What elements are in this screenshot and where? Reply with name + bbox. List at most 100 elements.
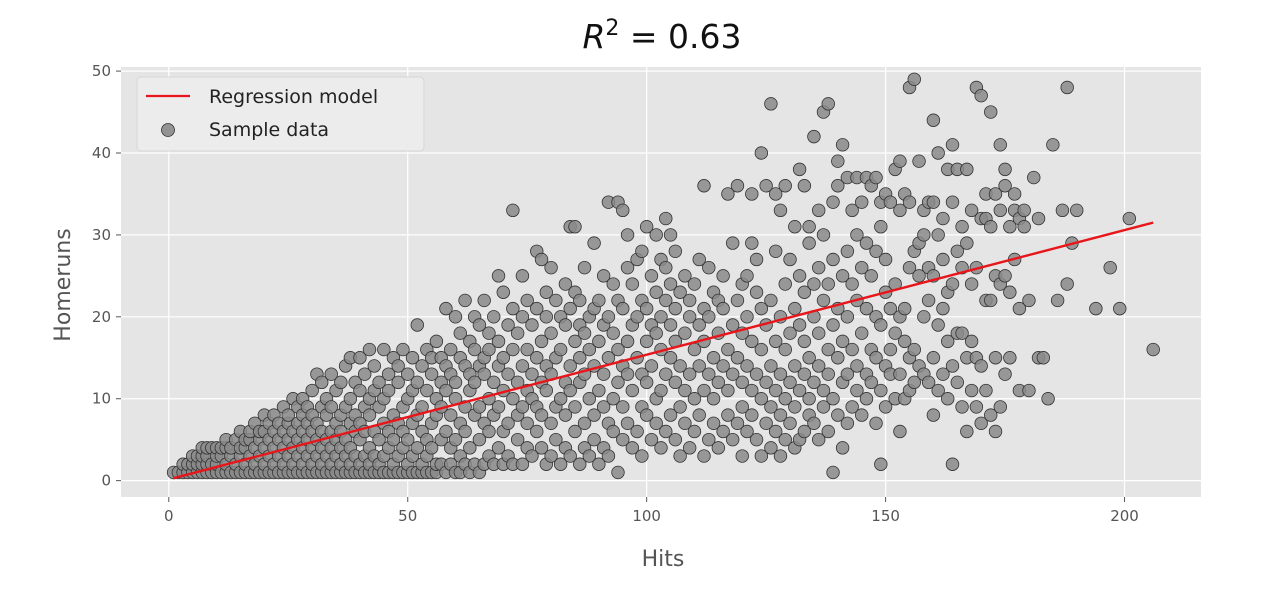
data-point (673, 359, 687, 373)
data-point (845, 342, 859, 357)
data-point (453, 326, 467, 340)
data-point (764, 293, 778, 308)
y-axis-ticks: 0 10 20 30 40 50 (92, 62, 121, 490)
data-point (754, 392, 769, 406)
data-point (353, 383, 367, 398)
data-point (859, 301, 874, 316)
data-point (1027, 170, 1041, 185)
data-point (964, 383, 979, 398)
data-point (711, 441, 726, 455)
data-point (764, 359, 778, 373)
data-point (802, 392, 816, 406)
data-point (506, 392, 520, 406)
data-point (721, 342, 735, 357)
data-point (792, 318, 807, 332)
data-point (960, 236, 974, 250)
data-point (1017, 220, 1031, 234)
data-point (974, 359, 988, 373)
data-point (477, 293, 491, 308)
data-point (735, 449, 749, 463)
data-point (835, 269, 850, 283)
data-point (573, 293, 587, 308)
data-point (649, 416, 663, 430)
data-point (759, 416, 773, 430)
data-point (945, 138, 960, 152)
data-point (635, 244, 649, 258)
data-point (616, 301, 630, 316)
data-point (749, 285, 764, 299)
data-point (687, 277, 702, 291)
data-point (945, 195, 960, 209)
title-superscript: 2 (605, 16, 619, 41)
data-point (439, 301, 453, 316)
data-point (625, 441, 640, 455)
data-point (401, 367, 415, 381)
data-point (893, 203, 907, 218)
data-point (759, 179, 773, 193)
data-point (740, 269, 754, 283)
title-rhs: = 0.63 (619, 17, 741, 56)
x-tick-label: 0 (164, 507, 174, 525)
data-point (639, 334, 654, 349)
data-point (668, 375, 683, 390)
data-point (883, 195, 898, 209)
data-point (745, 187, 759, 201)
data-point (644, 432, 659, 447)
data-point (424, 367, 439, 381)
data-point (510, 432, 525, 447)
data-point (501, 318, 515, 332)
data-point (826, 252, 840, 267)
y-tick-label: 10 (92, 390, 111, 408)
data-point (539, 285, 554, 299)
data-point (807, 277, 821, 291)
data-point (768, 334, 783, 349)
data-point (931, 318, 945, 332)
data-point (506, 203, 520, 218)
data-point (716, 359, 730, 373)
data-point (678, 326, 692, 340)
data-point (692, 359, 706, 373)
data-point (692, 408, 706, 422)
data-point (649, 228, 663, 242)
data-point (424, 441, 439, 455)
data-point (749, 367, 764, 381)
data-point (816, 383, 831, 398)
data-point (893, 367, 907, 381)
data-point (659, 367, 673, 381)
data-point (639, 220, 654, 234)
data-point (530, 301, 544, 316)
data-point (482, 424, 496, 439)
data-point (606, 424, 620, 439)
data-point (811, 359, 826, 373)
data-point (998, 269, 1012, 283)
data-point (448, 310, 463, 324)
sample-data-points (166, 72, 1160, 480)
data-point (420, 383, 434, 398)
data-point (415, 359, 429, 373)
data-point (941, 392, 955, 406)
data-point (902, 260, 917, 275)
data-point (515, 457, 530, 471)
data-point (721, 383, 735, 398)
data-point (501, 367, 515, 381)
data-point (1012, 301, 1027, 316)
data-point (611, 375, 625, 390)
data-point (568, 424, 582, 439)
data-point (974, 88, 988, 103)
legend-box (136, 76, 425, 152)
data-point (687, 424, 702, 439)
data-point (855, 260, 869, 275)
data-point (754, 301, 769, 316)
data-point (1122, 211, 1137, 226)
data-point (324, 367, 338, 381)
data-point (1060, 80, 1074, 95)
data-point (487, 310, 501, 324)
data-point (596, 400, 611, 414)
data-point (592, 383, 606, 398)
data-point (835, 334, 850, 349)
data-point (439, 424, 453, 439)
data-point (501, 416, 515, 430)
data-point (1050, 293, 1065, 308)
data-point (893, 154, 907, 168)
